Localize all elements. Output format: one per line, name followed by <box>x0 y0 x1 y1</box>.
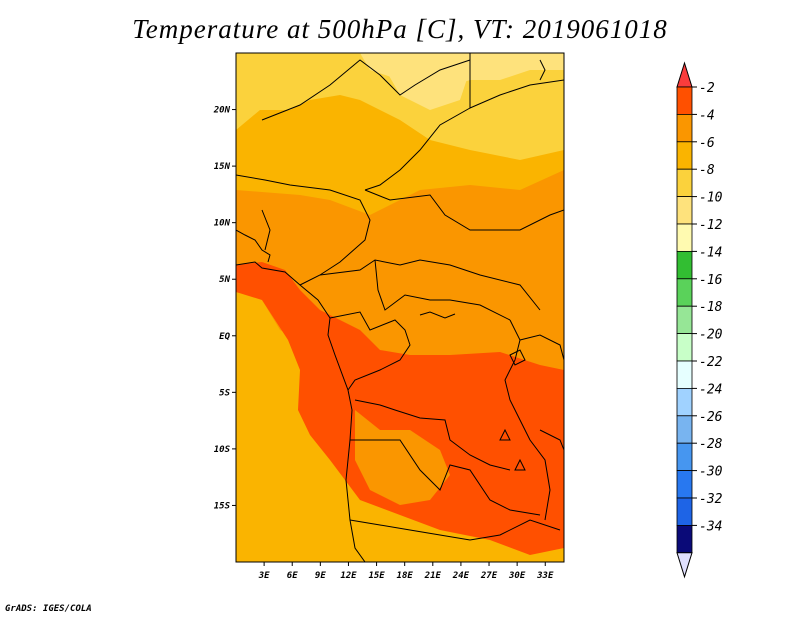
colorbar-box <box>676 470 693 499</box>
colorbar-box <box>676 250 693 280</box>
footer-credit: GrADS: IGES/COLA <box>5 604 92 614</box>
field-region-minus6-cape-plume <box>250 390 285 500</box>
colorbar-box <box>676 333 693 362</box>
colorbar-label: -14 <box>699 245 722 260</box>
lon-tick-label: 27E <box>480 571 498 581</box>
lat-tick-label: 15S <box>214 501 231 511</box>
field-region-minus10-to-minus8 <box>236 53 564 110</box>
colorbar-label: -30 <box>699 465 723 480</box>
colorbar-label: -20 <box>699 328 723 343</box>
lon-tick-label: 9E <box>315 571 326 581</box>
lat-tick-label: 15N <box>214 162 231 172</box>
lon-tick-label: 18E <box>397 571 414 581</box>
colorbar-box <box>676 278 693 307</box>
colorbar-label: -22 <box>699 355 723 370</box>
colorbar-top-arrow <box>676 61 693 88</box>
colorbar-box <box>676 415 693 444</box>
lat-tick-label: EQ <box>219 332 230 342</box>
colorbar-label: -18 <box>699 300 723 315</box>
colorbar-bottom-arrow <box>676 552 693 579</box>
lat-tick-label: 5S <box>219 388 230 398</box>
latitude-axis: 20N 15N 10N 5N EQ 5S 10S 15S <box>213 106 236 511</box>
lat-tick-label: 5N <box>219 275 230 285</box>
colorbar-label: -6 <box>699 136 715 151</box>
lat-tick-label: 10S <box>214 445 231 455</box>
colorbar-box <box>676 141 693 170</box>
lat-tick-label: 10N <box>214 219 231 229</box>
colorbar-box <box>676 360 693 389</box>
lon-tick-label: 6E <box>287 571 298 581</box>
lon-tick-label: 24E <box>452 571 470 581</box>
lon-tick-label: 3E <box>258 571 270 581</box>
colorbar-label: -2 <box>699 81 715 96</box>
country-boundaries <box>236 53 564 562</box>
colorbar-box <box>676 86 693 115</box>
colorbar-label: -34 <box>699 519 722 534</box>
colorbar-label: -24 <box>699 382 722 397</box>
colorbar-label: -32 <box>699 492 723 507</box>
colorbar-label: -16 <box>699 273 723 288</box>
longitude-axis: 3E 6E 9E 12E 15E 18E 21E 24E 27E 30E 33E <box>258 562 554 581</box>
colorbar-label: -26 <box>699 410 723 425</box>
colorbar-box <box>676 114 693 143</box>
colorbar-box <box>676 196 693 225</box>
colorbar-label: -28 <box>699 437 723 452</box>
lon-tick-label: 30E <box>508 571 526 581</box>
colorbar-box <box>676 387 693 417</box>
temperature-field <box>236 53 564 562</box>
colorbar-label: -12 <box>699 218 723 233</box>
colorbar-box <box>676 525 693 554</box>
plot-frame <box>235 52 565 563</box>
field-region-minus4-to-minus2-south <box>355 410 450 505</box>
lon-tick-label: 12E <box>340 571 357 581</box>
colorbar-label: -10 <box>699 191 723 206</box>
chart-title: Temperature at 500hPa [C], VT: 201906101… <box>132 14 668 44</box>
lon-tick-label: 33E <box>536 571 554 581</box>
colorbar-box <box>676 168 693 197</box>
lon-tick-label: 15E <box>368 571 385 581</box>
colorbar-box <box>676 497 693 526</box>
colorbar-label: -8 <box>699 163 715 178</box>
colorbar-label: -4 <box>699 108 715 123</box>
colorbar-box <box>676 223 693 252</box>
lon-tick-label: 21E <box>424 571 442 581</box>
colorbar-box <box>676 442 693 472</box>
colorbar-box <box>676 305 693 335</box>
colorbar: -2 -4 -6 -8 -10 -12 -14 -16 -18 -20 -22 -24 -26 -28 -3… <box>676 61 723 579</box>
lat-tick-label: 20N <box>213 106 231 116</box>
field-region-above-minus2 <box>236 262 564 555</box>
